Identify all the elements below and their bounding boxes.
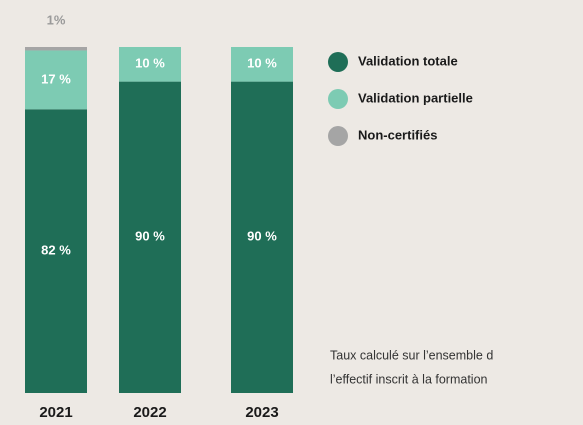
x-tick-label: 2021 <box>39 404 72 421</box>
legend-label: Non-certifiés <box>358 127 437 142</box>
legend-label: Validation totale <box>358 53 458 68</box>
annotation-line: Taux calculé sur l’ensemble d <box>330 348 493 362</box>
x-tick-label: 2023 <box>245 404 278 421</box>
bar-segment <box>119 81 181 393</box>
annotation-line: l’effectif inscrit à la formation <box>330 372 488 386</box>
data-label: 1% <box>47 12 66 27</box>
legend-swatch <box>328 126 348 146</box>
bar-segment <box>231 81 293 393</box>
legend-label: Validation partielle <box>358 90 473 105</box>
bar-segment <box>119 47 181 82</box>
data-label: 90 % <box>247 229 277 244</box>
data-label: 90 % <box>135 229 165 244</box>
legend-swatch <box>328 52 348 72</box>
bar-segment <box>25 109 87 393</box>
bar-segment <box>25 47 87 51</box>
x-tick-label: 2022 <box>133 404 166 421</box>
data-label: 17 % <box>41 71 71 86</box>
bar-segment <box>231 47 293 82</box>
data-label: 82 % <box>41 243 71 258</box>
bar-segment <box>25 50 87 110</box>
data-label: 10 % <box>135 56 165 71</box>
data-label: 10 % <box>247 56 277 71</box>
legend-swatch <box>328 89 348 109</box>
